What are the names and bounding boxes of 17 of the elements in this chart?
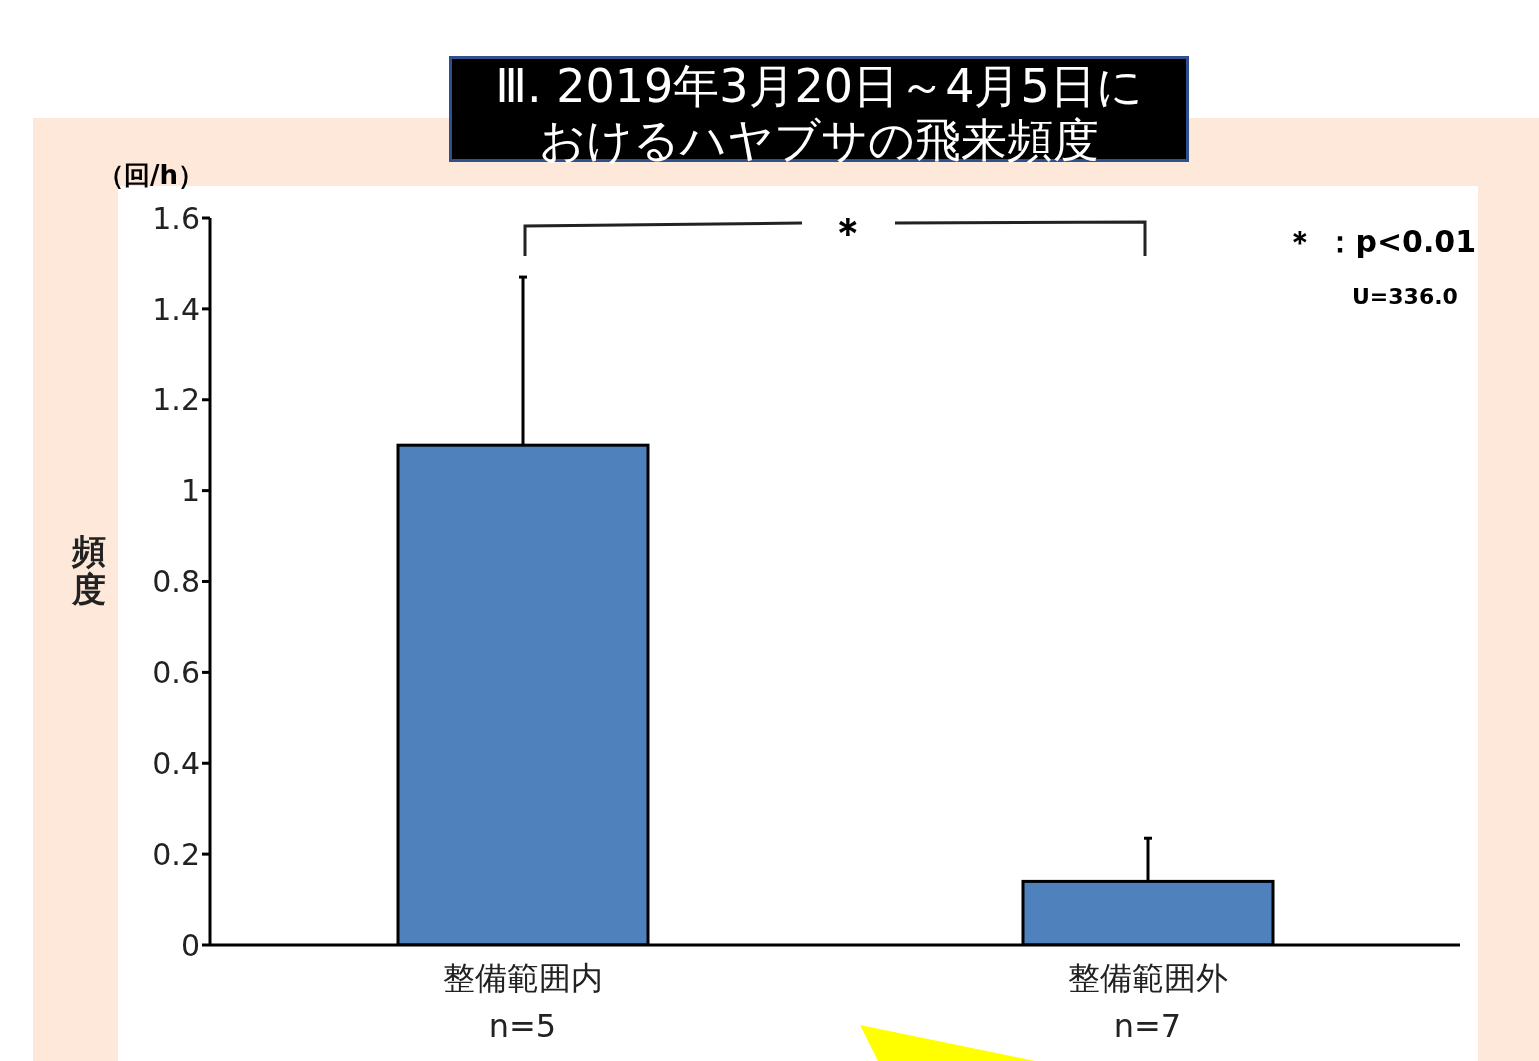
annotation: U=336.0: [1352, 284, 1458, 309]
y-tick-label: 0.2: [152, 836, 200, 872]
x-tick-label: 整備範囲内 n=5: [442, 959, 603, 1045]
y-tick-label: 1: [180, 473, 200, 509]
annotation: ＊: [828, 208, 868, 257]
chart-title: Ⅲ. 2019年3月20日～4月5日におけるハヤブサの飛来頻度: [494, 58, 1144, 167]
y-tick-label: 0: [180, 927, 200, 963]
y-tick-label: 0.8: [152, 564, 200, 600]
x-tick-label: 整備範囲外 n=7: [1067, 959, 1228, 1045]
y-tick-label: 0.4: [152, 745, 200, 781]
y-axis-title: 頻度: [72, 531, 107, 609]
y-tick-label: 1.4: [152, 291, 200, 327]
y-tick-label: 1.6: [152, 200, 200, 236]
text: （回/h）: [98, 159, 205, 192]
y-tick-label: 1.2: [152, 382, 200, 418]
annotation: ＊ ：p<0.01: [1285, 223, 1477, 261]
y-tick-label: 0.6: [152, 655, 200, 691]
